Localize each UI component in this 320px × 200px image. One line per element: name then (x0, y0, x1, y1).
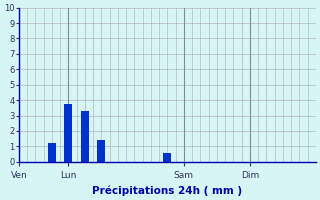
Bar (81, 111, 89, 162)
Bar (97, 140, 106, 162)
Bar (48, 143, 56, 162)
Bar (64, 104, 72, 162)
Bar (163, 153, 172, 162)
X-axis label: Précipitations 24h ( mm ): Précipitations 24h ( mm ) (92, 185, 242, 196)
